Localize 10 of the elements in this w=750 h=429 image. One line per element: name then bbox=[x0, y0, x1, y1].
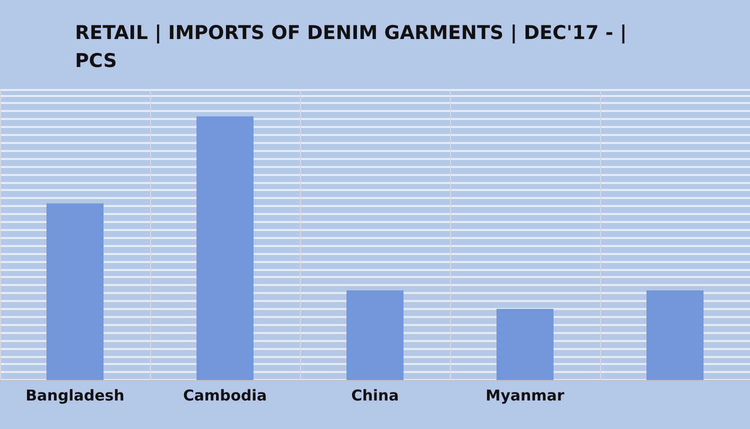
chart-title: RETAIL | IMPORTS OF DENIM GARMENTS | DEC'17 - | PCS bbox=[75, 22, 634, 72]
bar bbox=[46, 203, 104, 380]
bar bbox=[496, 308, 554, 380]
bar bbox=[196, 116, 254, 380]
x-tick-label: China bbox=[351, 386, 399, 404]
x-tick-label: Cambodia bbox=[183, 386, 267, 404]
x-tick-label: Bangladesh bbox=[26, 386, 124, 404]
bar bbox=[346, 290, 404, 380]
bar bbox=[646, 290, 704, 380]
x-tick-label: Myanmar bbox=[486, 386, 565, 404]
